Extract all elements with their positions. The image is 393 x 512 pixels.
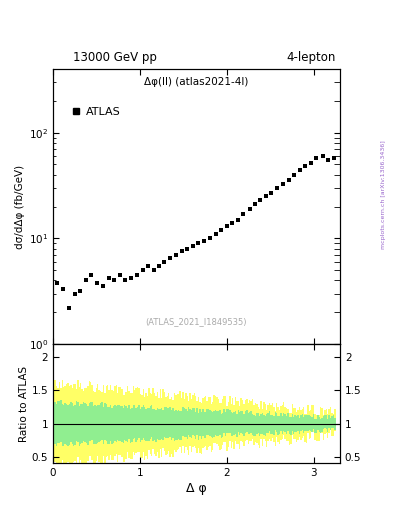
Legend: ATLAS: ATLAS <box>67 102 125 121</box>
Text: mcplots.cern.ch [arXiv:1306.3436]: mcplots.cern.ch [arXiv:1306.3436] <box>381 140 386 249</box>
Y-axis label: dσ/dΔφ (fb/GeV): dσ/dΔφ (fb/GeV) <box>15 164 25 248</box>
Text: 13000 GeV pp: 13000 GeV pp <box>73 51 156 64</box>
Text: (ATLAS_2021_I1849535): (ATLAS_2021_I1849535) <box>146 317 247 327</box>
Text: 4-lepton: 4-lepton <box>286 51 336 64</box>
Y-axis label: Ratio to ATLAS: Ratio to ATLAS <box>19 366 29 442</box>
X-axis label: Δ φ: Δ φ <box>186 482 207 496</box>
Text: Δφ(ll) (atlas2021-4l): Δφ(ll) (atlas2021-4l) <box>144 77 249 88</box>
